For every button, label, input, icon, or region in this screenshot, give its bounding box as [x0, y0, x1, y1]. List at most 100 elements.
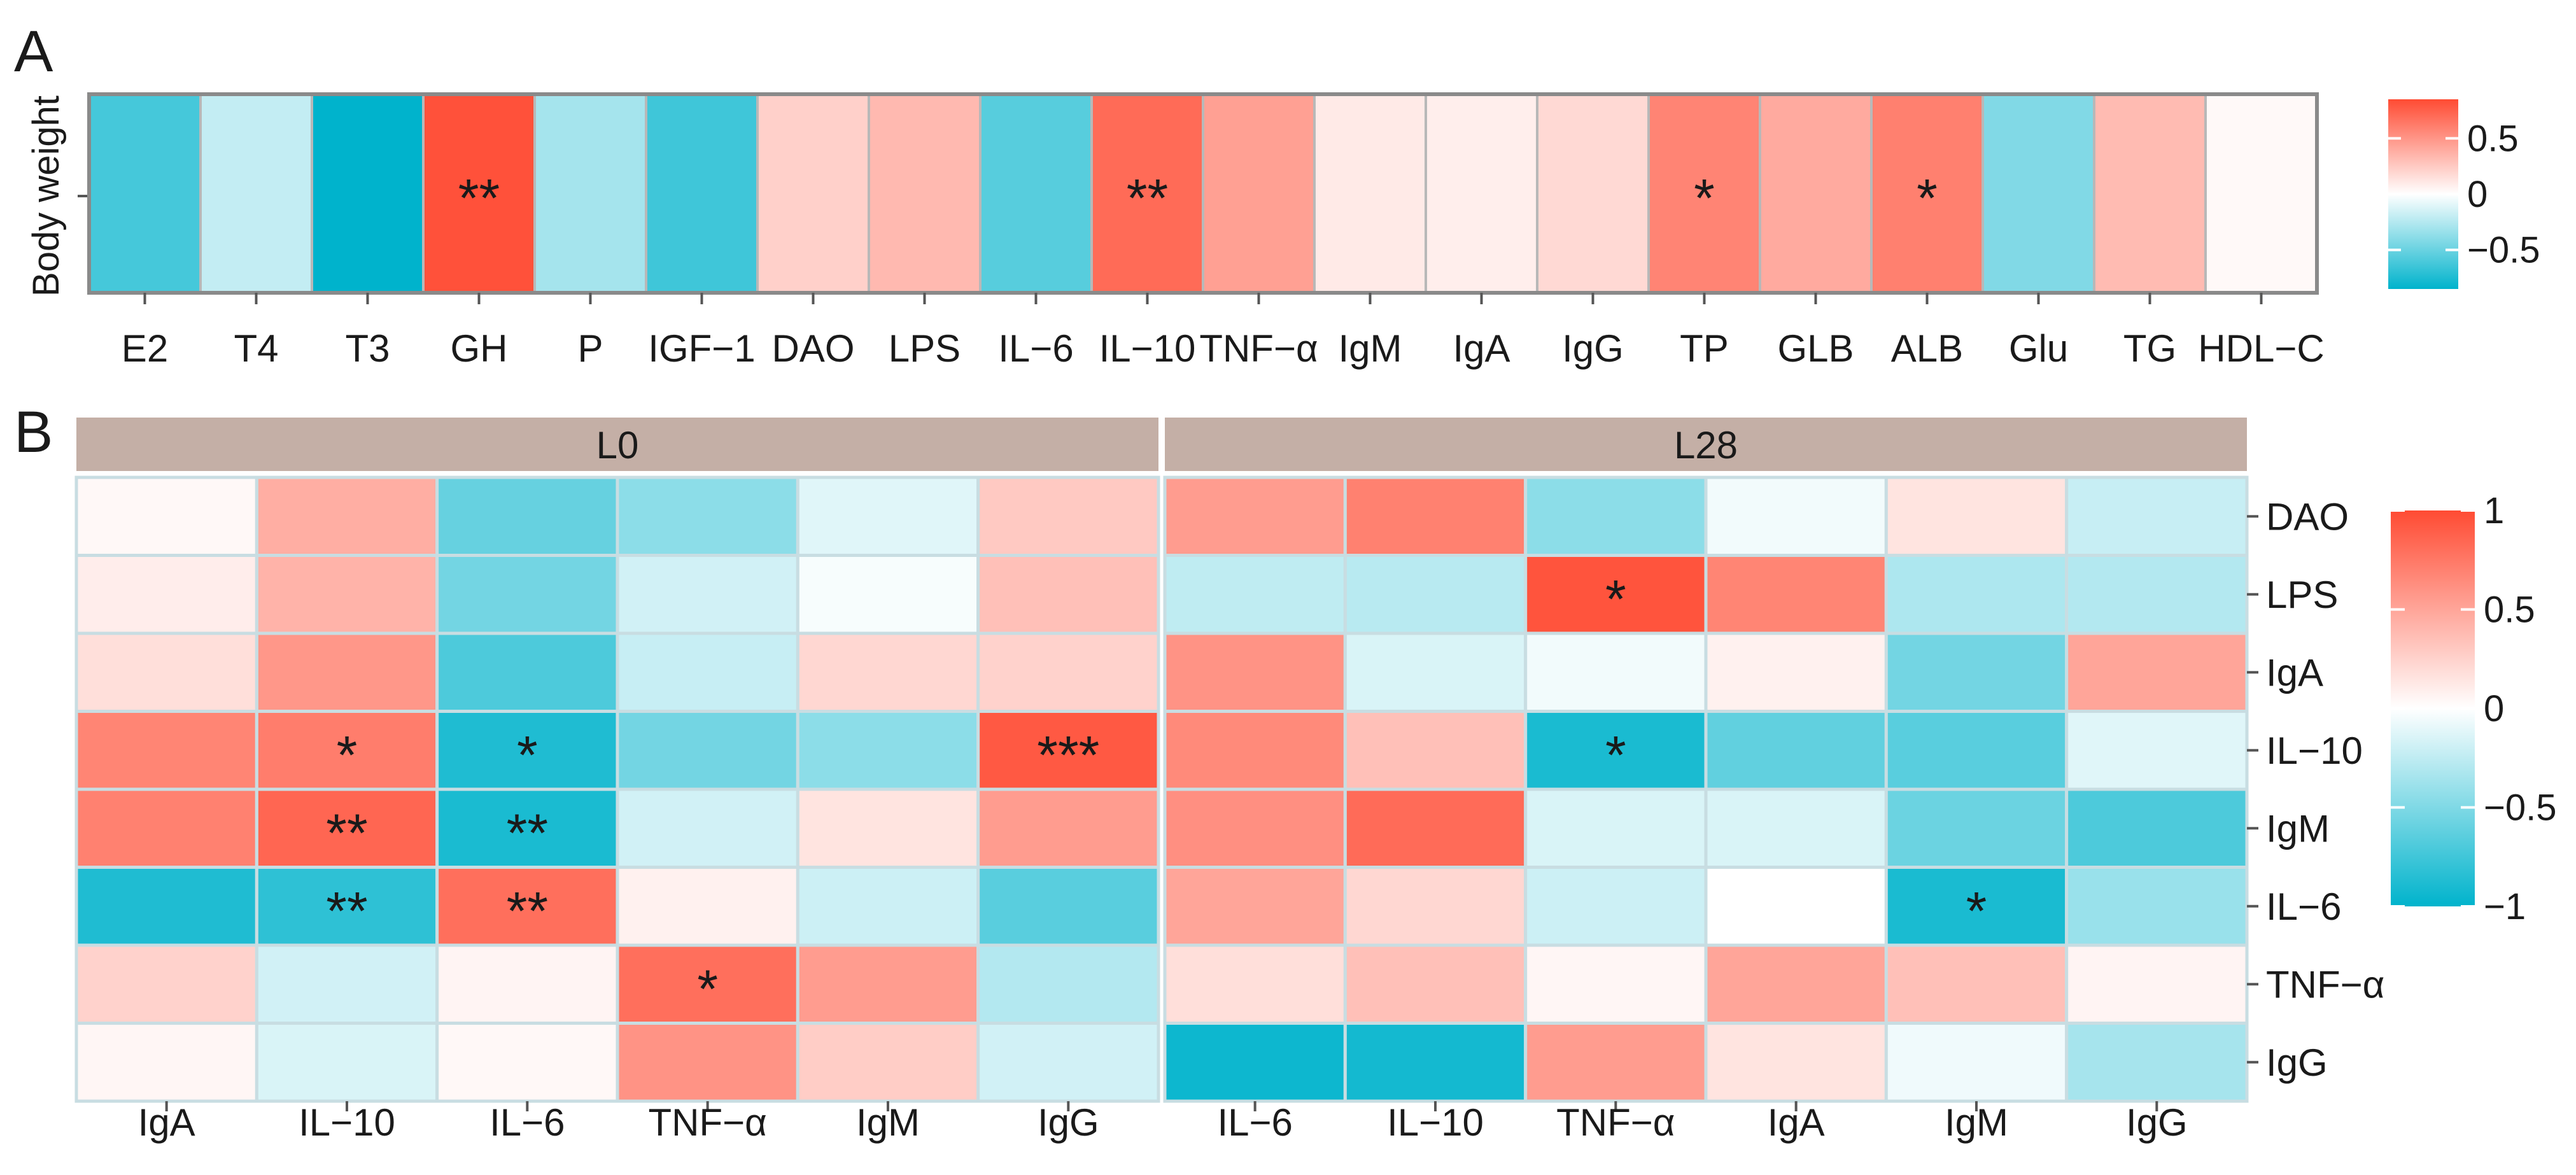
heatmap-cell: [1884, 1022, 2069, 1103]
significance-label: **: [1127, 168, 1168, 228]
x-tick-label: IgA: [1768, 1101, 1825, 1144]
x-tick-label: HDL−C: [2198, 327, 2324, 370]
x-tick-label: E2: [122, 327, 168, 370]
heatmap-cell: [1884, 475, 2069, 557]
heatmap-cell: [435, 866, 619, 947]
significance-label: **: [507, 881, 548, 941]
heatmap-cell: [88, 93, 202, 294]
x-tick-label: IgM: [1338, 327, 1402, 370]
heatmap-cell: [435, 710, 619, 791]
heatmap-cell: [796, 1022, 980, 1103]
heatmap-cell: [1343, 475, 1528, 557]
heatmap-cell: [255, 787, 439, 869]
colorbar-tick-label: −1: [2484, 886, 2526, 927]
x-tick-label: T3: [345, 327, 390, 370]
heatmap-cell: [1524, 554, 1708, 635]
x-tick-label: TG: [2123, 327, 2176, 370]
heatmap-cell: [1163, 1022, 1347, 1103]
heatmap-cell: [1163, 475, 1347, 557]
heatmap-cell: [1759, 93, 1873, 294]
heatmap-cell: [1884, 710, 2069, 791]
heatmap-cell: [645, 93, 759, 294]
x-tick-label: IGF−1: [648, 327, 755, 370]
heatmap-cell: [435, 631, 619, 713]
heatmap-cell: [74, 710, 258, 791]
colorbar-tick-label: −0.5: [2467, 230, 2540, 271]
heatmap-cell: [1884, 866, 2069, 947]
x-tick-label: P: [577, 327, 603, 370]
heatmap-cell: [1704, 710, 1888, 791]
heatmap-cell: [1343, 631, 1528, 713]
heatmap-cell: [311, 93, 425, 294]
y-tick-label: IL−10: [2266, 729, 2363, 772]
heatmap-cell: [1981, 93, 2095, 294]
heatmap-cell: [616, 710, 799, 791]
heatmap-cell: [1163, 943, 1347, 1025]
heatmap-cell: [1704, 1022, 1888, 1103]
heatmap-cell: [74, 1022, 258, 1103]
x-tick-label: TNF−α: [648, 1101, 766, 1144]
heatmap-cell: [1524, 710, 1708, 791]
facet-l0: L0* * ***** **** ***IgA IL−10 IL−6 TNF−α IgM IgG: [74, 418, 1160, 1144]
panel-a-frame: [87, 92, 2319, 295]
x-tick-label: IL−10: [1387, 1101, 1484, 1144]
heatmap-cell: [1343, 866, 1528, 947]
colorbar-tick-label: 0: [2484, 688, 2504, 729]
x-tick-label: IL−6: [998, 327, 1073, 370]
significance-label: **: [507, 803, 548, 862]
x-tick-label: TP: [1680, 327, 1729, 370]
x-tick-label: IL−6: [489, 1101, 565, 1144]
significance-label: *: [1966, 881, 1987, 941]
y-tick-label: LPS: [2266, 573, 2338, 616]
x-tick-label: GLB: [1777, 327, 1854, 370]
x-tick-label: TNF−α: [1199, 327, 1318, 370]
heatmap-cell: [1425, 93, 1538, 294]
x-tick-label: T4: [234, 327, 278, 370]
facet-strip: [1165, 418, 2247, 471]
heatmap-cell: [2065, 710, 2249, 791]
panel-b-letter: B: [14, 400, 53, 465]
heatmap-cell: [616, 631, 799, 713]
x-tick-label: Glu: [2009, 327, 2068, 370]
heatmap-cell: [74, 866, 258, 947]
x-tick-label: IL−6: [1217, 1101, 1292, 1144]
panel-a-cells: [88, 93, 2318, 294]
heatmap-cell: [435, 475, 619, 557]
panel-a-ylabel: Body weight: [25, 95, 67, 297]
y-tick-label: DAO: [2266, 495, 2349, 538]
facet-strip-label: L0: [596, 424, 639, 467]
heatmap-cell: [1343, 710, 1528, 791]
heatmap-cell: [1704, 631, 1888, 713]
heatmap-cell: [796, 866, 980, 947]
heatmap-cell: [2065, 554, 2249, 635]
significance-label: *: [337, 725, 358, 785]
heatmap-cell: [1884, 631, 2069, 713]
heatmap-cell: [1524, 866, 1708, 947]
colorbar-tick-label: 1: [2484, 490, 2504, 531]
x-tick-label: IgG: [1562, 327, 1624, 370]
significance-label: *: [1694, 168, 1715, 228]
panel-b-facets: L0* * ***** **** ***IgA IL−10 IL−6 TNF−α IgM IgGL…: [74, 418, 2249, 1144]
heatmap-cell: [74, 943, 258, 1025]
heatmap-cell: [1163, 787, 1347, 869]
heatmap-cell: [255, 710, 439, 791]
heatmap-cell: [1202, 93, 1316, 294]
x-tick-label: TNF−α: [1556, 1101, 1675, 1144]
panel-a-letter: A: [14, 19, 53, 84]
x-tick-label: ALB: [1891, 327, 1963, 370]
heatmap-cell: [1884, 787, 2069, 869]
heatmap-cell: [979, 93, 1093, 294]
x-tick-label: IgA: [138, 1101, 195, 1144]
heatmap-cell: [976, 943, 1160, 1025]
heatmap-cell: [796, 943, 980, 1025]
x-tick-label: LPS: [889, 327, 961, 370]
heatmap-cell: [756, 93, 870, 294]
heatmap-cell: [2065, 475, 2249, 557]
heatmap-cell: [868, 93, 982, 294]
heatmap-cell: [1884, 554, 2069, 635]
heatmap-cell: [976, 866, 1160, 947]
heatmap-cell: [1343, 943, 1528, 1025]
facet-frame: [1163, 475, 2249, 1103]
significance-label: **: [458, 168, 500, 228]
heatmap-cell: [976, 1022, 1160, 1103]
